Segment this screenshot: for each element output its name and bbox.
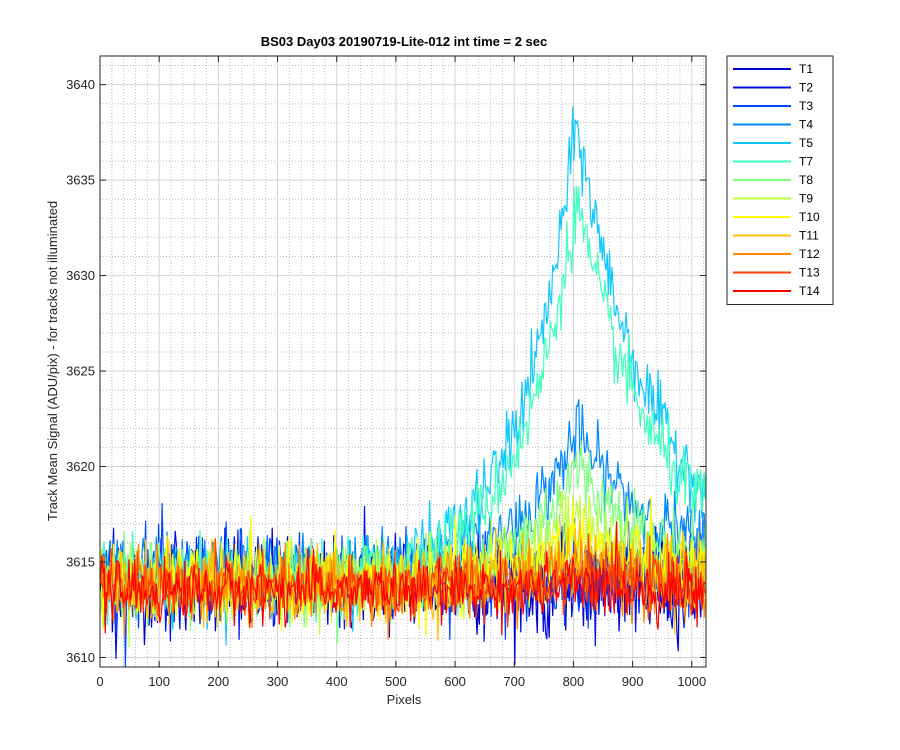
legend-label-T13: T13 (799, 266, 820, 280)
legend-label-T8: T8 (799, 173, 813, 187)
x-tick-label: 800 (563, 674, 585, 689)
legend-label-T3: T3 (799, 99, 813, 113)
legend-label-T4: T4 (799, 118, 813, 132)
legend: T1 T2 T3 T4 T5 T7 T8 T9 T10 T11 T12 T13 T14 (726, 55, 834, 305)
x-tick-label: 500 (385, 674, 407, 689)
legend-label-T7: T7 (799, 155, 813, 169)
x-tick-label: 0 (96, 674, 103, 689)
series-T14 (100, 521, 706, 636)
y-tick-label: 3635 (66, 173, 95, 188)
legend-label-T10: T10 (799, 210, 820, 224)
y-axis-label: Track Mean Signal (ADU/pix) - for tracks… (45, 201, 60, 521)
x-tick-label: 700 (503, 674, 525, 689)
x-axis-label: Pixels (387, 692, 422, 707)
legend-label-T9: T9 (799, 192, 813, 206)
y-tick-label: 3640 (66, 77, 95, 92)
minor-grid (100, 56, 706, 667)
series-layer (100, 106, 706, 667)
x-tick-label: 400 (326, 674, 348, 689)
x-tick-label: 300 (267, 674, 289, 689)
x-tick-label: 100 (148, 674, 170, 689)
x-axis: 0 100 200 300 400 500 600 700 800 900 1000 (96, 56, 706, 689)
legend-label-T5: T5 (799, 136, 813, 150)
y-tick-label: 3630 (66, 268, 95, 283)
x-tick-label: 1000 (677, 674, 706, 689)
plot-frame (99, 55, 707, 668)
legend-label-T2: T2 (799, 81, 813, 95)
y-tick-label: 3625 (66, 364, 95, 379)
y-tick-label: 3610 (66, 650, 95, 665)
y-tick-label: 3620 (66, 459, 95, 474)
legend-label-T14: T14 (799, 284, 820, 298)
legend-label-T11: T11 (799, 229, 819, 243)
y-tick-label: 3615 (66, 554, 95, 569)
legend-label-T1: T1 (799, 62, 813, 76)
y-axis: 3610 3615 3620 3625 3630 3635 3640 (66, 77, 706, 665)
x-tick-label: 600 (444, 674, 466, 689)
x-tick-label: 200 (208, 674, 230, 689)
chart-title: BS03 Day03 20190719-Lite-012 int time = … (261, 34, 548, 49)
legend-label-T12: T12 (799, 247, 820, 261)
x-tick-label: 900 (622, 674, 644, 689)
